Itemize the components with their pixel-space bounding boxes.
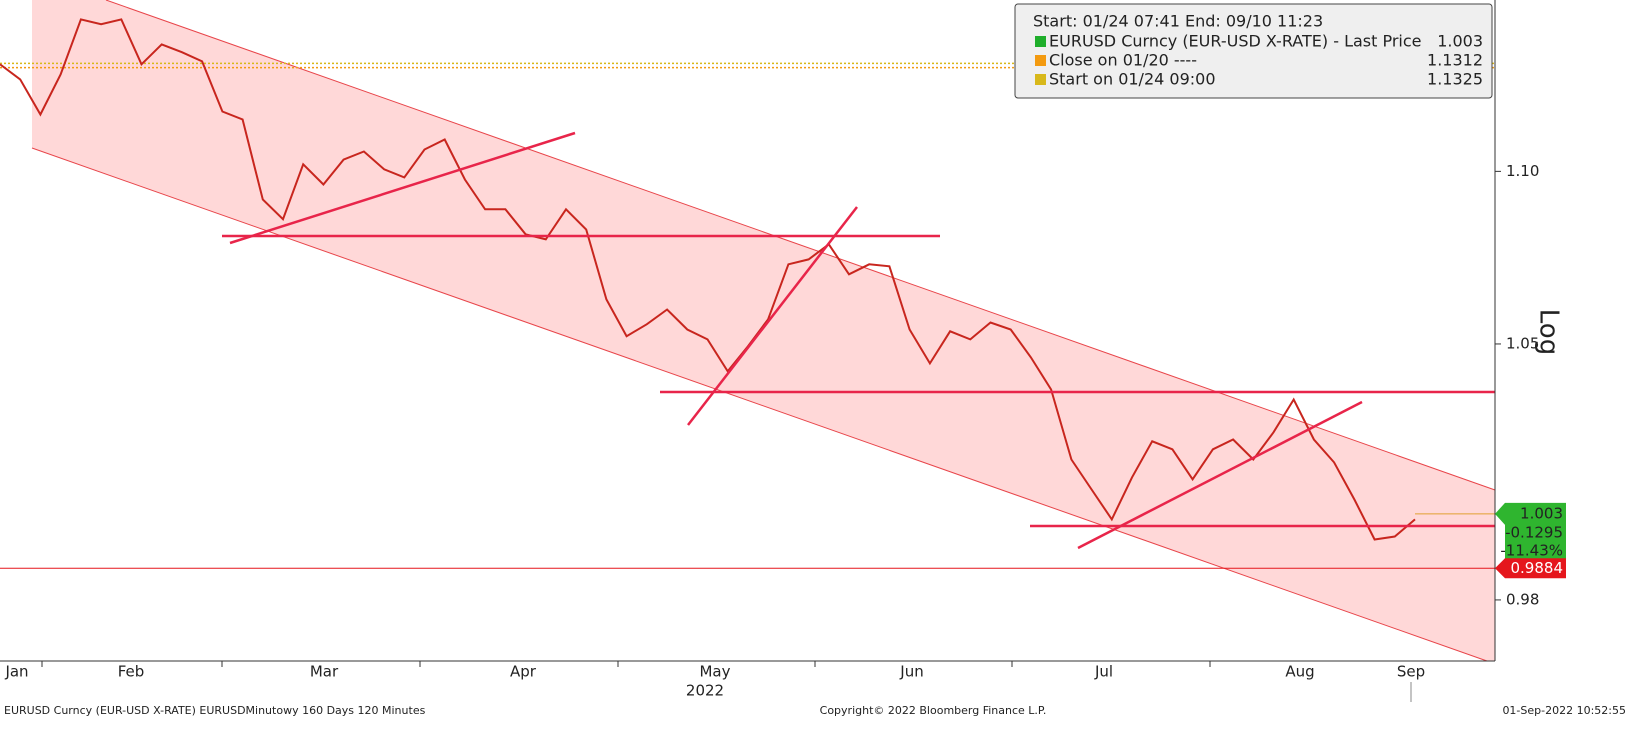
x-tick-label: Aug bbox=[1285, 663, 1314, 681]
legend-value: 1.1312 bbox=[1427, 51, 1483, 70]
y-tick-label: 1.05 bbox=[1506, 334, 1539, 352]
legend-label: Start on 01/24 09:00 bbox=[1049, 70, 1216, 89]
trend-lines bbox=[222, 131, 1495, 550]
last-price-value: 1.003 bbox=[1520, 504, 1563, 522]
y-tick-label: 0.98 bbox=[1506, 590, 1539, 608]
trend-line bbox=[229, 131, 576, 245]
x-tick-label: Jun bbox=[899, 663, 923, 681]
trend-line bbox=[687, 206, 858, 426]
trend-line bbox=[1077, 400, 1363, 550]
legend-swatch bbox=[1035, 36, 1046, 47]
channel-fill bbox=[32, 0, 1495, 661]
legend-swatch bbox=[1035, 55, 1046, 66]
x-tick-label: May bbox=[699, 663, 730, 681]
x-tick-label: Jan bbox=[4, 663, 28, 681]
channel-lower bbox=[31, 147, 1488, 662]
year-label: 2022 bbox=[686, 682, 724, 700]
y-axis-label: Log bbox=[1534, 309, 1564, 355]
channel-layer bbox=[31, 0, 1496, 662]
x-tick-label: Mar bbox=[310, 663, 339, 681]
price-line bbox=[0, 18, 1416, 541]
legend-box bbox=[1014, 3, 1493, 99]
legend-label: EURUSD Curncy (EUR-USD X-RATE) - Last Pr… bbox=[1049, 32, 1422, 51]
footer-center: Copyright© 2022 Bloomberg Finance L.P. bbox=[820, 704, 1047, 717]
legend-value: 1.003 bbox=[1437, 32, 1483, 51]
legend-swatch bbox=[1035, 74, 1046, 85]
change-value: -0.1295 bbox=[1505, 523, 1563, 541]
y-tick-label: 1.10 bbox=[1506, 162, 1539, 180]
last-price-tag bbox=[1495, 502, 1566, 561]
x-tick-label: Sep bbox=[1397, 663, 1425, 681]
legend-value: 1.1325 bbox=[1427, 70, 1483, 89]
legend-label: Close on 01/20 ---- bbox=[1049, 51, 1197, 70]
change-pct: -11.43% bbox=[1500, 541, 1563, 559]
x-tick-label: Feb bbox=[118, 663, 145, 681]
footer-right: 01-Sep-2022 10:52:55 bbox=[1502, 704, 1626, 717]
x-tick-label: Jul bbox=[1094, 663, 1113, 681]
level-tag bbox=[1495, 558, 1566, 579]
x-tick-label: Apr bbox=[510, 663, 537, 681]
channel-upper bbox=[105, 0, 1496, 491]
level-value: 0.9884 bbox=[1511, 559, 1564, 577]
footer-left: EURUSD Curncy (EUR-USD X-RATE) EURUSDMin… bbox=[4, 704, 426, 717]
legend-header: Start: 01/24 07:41 End: 09/10 11:23 bbox=[1033, 12, 1323, 31]
